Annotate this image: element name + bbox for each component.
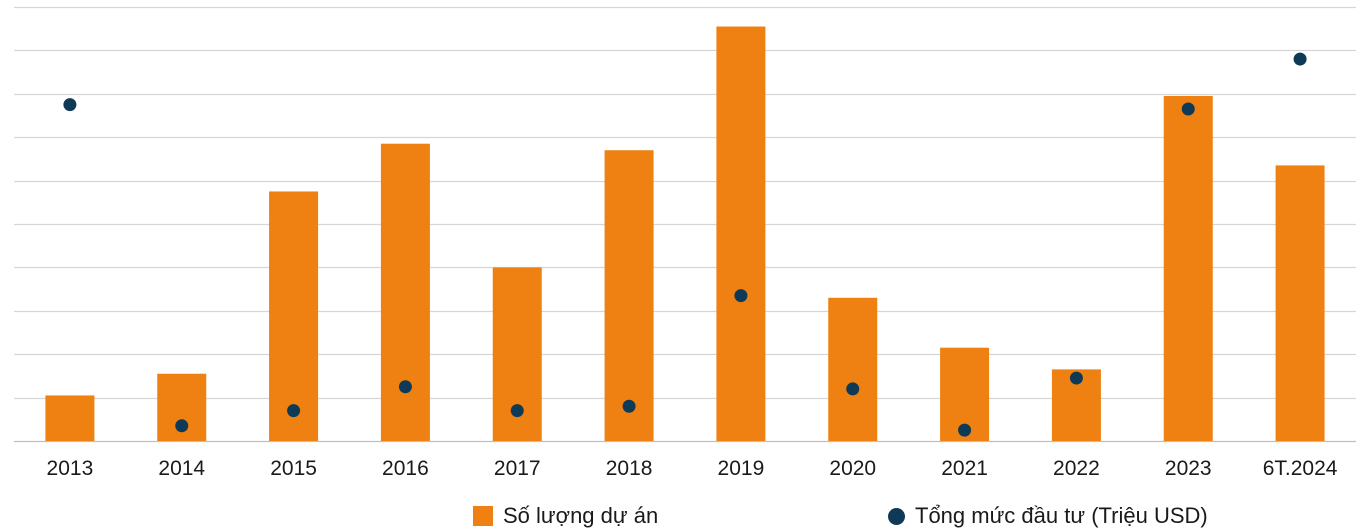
x-tick-label: 6T.2024 [1263,457,1338,480]
bar [1163,95,1213,441]
bar [716,26,766,442]
legend-item-bar: Số lượng dự án [473,503,658,529]
dot-series [63,52,1307,437]
bar-series [45,26,1325,442]
data-point [1069,371,1083,385]
data-point [846,382,860,396]
x-tick-label: 2023 [1165,457,1212,480]
x-tick-label: 2019 [718,457,765,480]
x-tick-label: 2014 [158,457,205,480]
gridlines [14,6,1356,443]
bar [380,143,430,441]
bar [45,395,95,441]
x-tick-label: 2020 [829,457,876,480]
data-point [1181,102,1195,116]
legend-dot-swatch [888,507,905,525]
x-tick-label: 2021 [941,457,988,480]
data-point [398,380,412,394]
data-point [510,404,524,418]
legend-dot-label: Tổng mức đầu tư (Triệu USD) [915,503,1208,528]
x-tick-label: 2017 [494,457,541,480]
data-point [1293,52,1307,66]
legend-bar-label: Số lượng dự án [503,503,659,528]
bar [269,191,319,441]
x-axis-labels: 2013 2014 2015 2016 2017 2018 2019 2020 2021 2022… [47,457,1338,480]
data-point [287,404,301,418]
x-tick-label: 2015 [270,457,317,480]
legend-bar-swatch [473,506,493,526]
x-tick-label: 2016 [382,457,429,480]
data-point [63,98,77,112]
x-tick-label: 2013 [47,457,94,480]
x-tick-label: 2018 [606,457,653,480]
chart-area: 2013 2014 2015 2016 2017 2018 2019 2020 2021 2022… [14,6,1356,480]
legend-item-dot: Tổng mức đầu tư (Triệu USD) [888,503,1208,529]
x-tick-label: 2022 [1053,457,1100,480]
data-point [622,399,636,413]
data-point [958,423,972,437]
bar [604,150,654,441]
bar [828,297,878,441]
data-point [175,419,189,433]
data-point [734,289,748,303]
bar [1275,165,1325,441]
